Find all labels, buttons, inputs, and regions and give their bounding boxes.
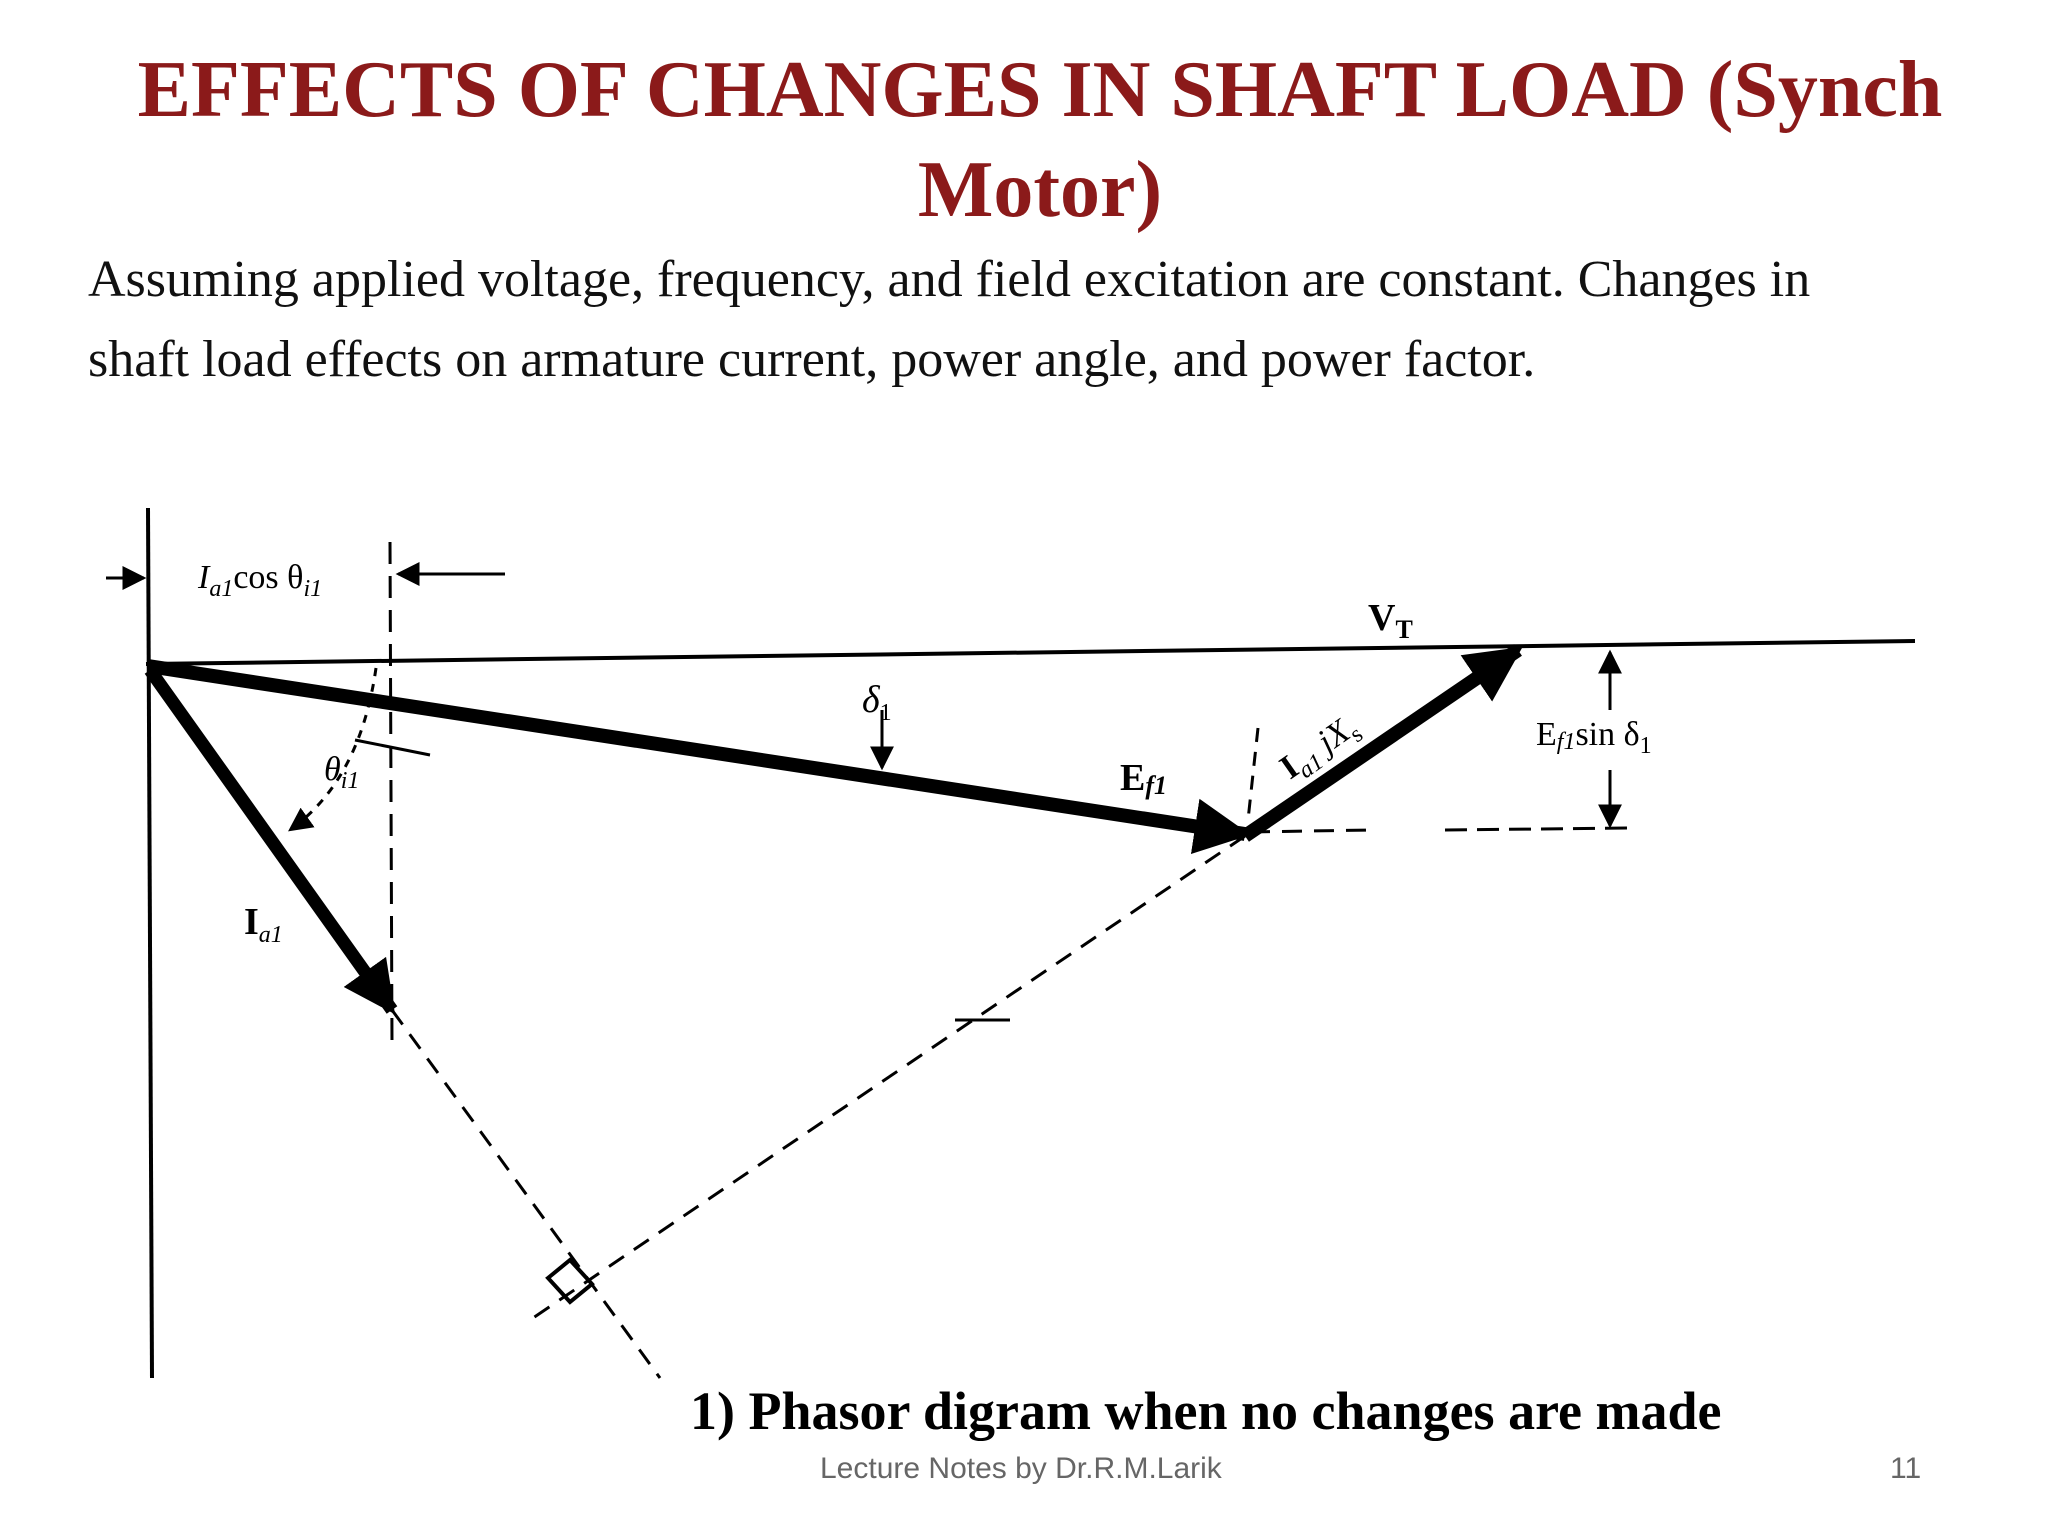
theta-i1-arc [288,667,378,832]
ef1-phasor [146,659,1251,855]
delta-1-label: δ1 [862,679,892,726]
ef1-sin-delta-label: Ef1sin δ1 [1536,716,1652,759]
ia-cos-projection-dashed [388,541,394,1046]
reference-axis-vt-line [145,639,1916,666]
ef-sin-baseline-dashed [1444,826,1631,832]
footer-text: Lecture Notes by Dr.R.M.Larik [820,1452,1222,1485]
ia1-phasor [144,666,398,1015]
ef1-label: Ef1 [1120,757,1167,800]
iajxs-dashed-marker [1246,727,1260,821]
jxs-extension-dashed [529,834,1246,1322]
ia1-label: Ia1 [244,901,283,948]
ia1-extension-dashed [390,1009,662,1379]
intro-line-1: Assuming applied voltage, frequency, and… [88,251,1811,308]
theta-arc-tick [354,738,431,757]
ia-cos-theta-label: Ia1cos θi1 [197,559,322,602]
vt-phasor [1241,644,1523,842]
vertical-axis [146,507,154,1379]
slide-title: EFFECTS OF CHANGES IN SHAFT LOAD (Synch … [60,40,2020,240]
intro-line-2: shaft load effects on armature current, … [88,331,1536,388]
title-line-2: Motor) [917,146,1163,234]
intro-text: Assuming applied voltage, frequency, and… [88,240,2008,400]
title-line-1: EFFECTS OF CHANGES IN SHAFT LOAD (Synch [137,46,1943,134]
ef-tip-horizontal-dashed [1249,828,1371,834]
right-angle-marker [545,1257,595,1305]
page-number: 11 [1890,1452,1922,1485]
theta-i1-label: θi1 [324,751,359,794]
diagram-caption: 1) Phasor digram when no changes are mad… [690,1381,1722,1441]
vt-label: VT [1368,597,1413,644]
